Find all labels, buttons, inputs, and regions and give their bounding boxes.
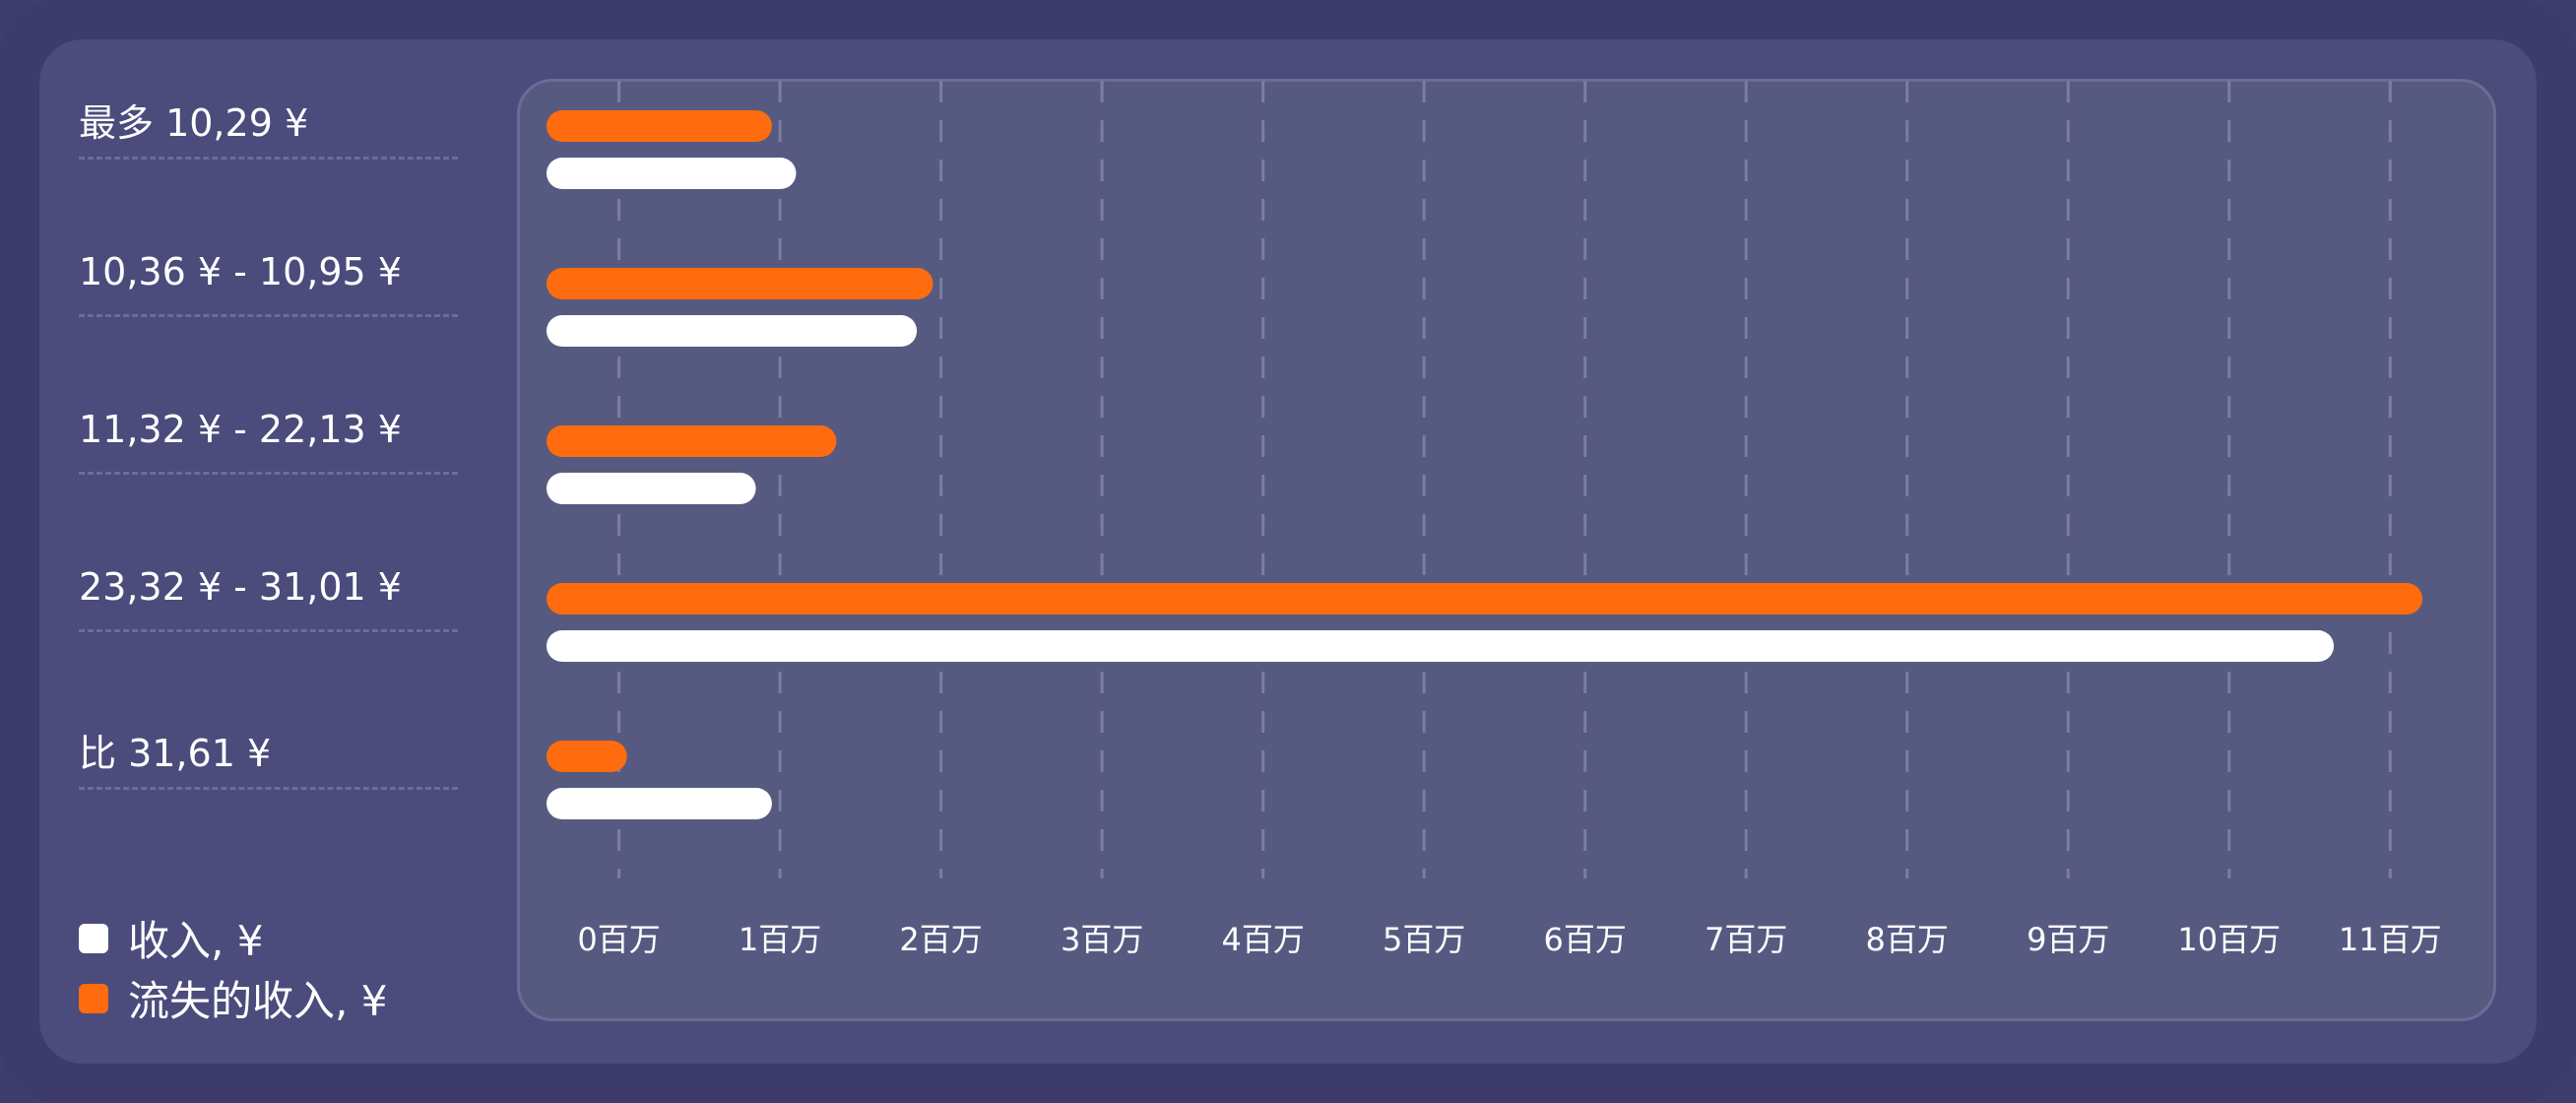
x-tick-label: 6百万 — [1544, 921, 1627, 958]
x-tick-label: 7百万 — [1705, 921, 1787, 958]
category-label: 11,32 ¥ - 22,13 ¥ — [79, 408, 402, 451]
bar-lost-revenue — [547, 268, 934, 299]
bar-lost-revenue — [547, 741, 627, 772]
x-tick-label: 4百万 — [1221, 921, 1304, 958]
bar-revenue — [547, 788, 772, 819]
x-tick-label: 5百万 — [1383, 921, 1465, 958]
x-tick-labels: 0百万 1百万 2百万 3百万 4百万 5百万 6百万 7百万 8百万 9百万 10百万 11百万 — [577, 921, 2441, 958]
bar-revenue — [547, 473, 756, 504]
x-tick-label: 9百万 — [2027, 921, 2109, 958]
bar-revenue — [547, 630, 2335, 662]
bar-lost-revenue — [547, 110, 772, 142]
grid-lines — [617, 81, 2392, 878]
plot-area — [517, 79, 2496, 1021]
category-label: 比 31,61 ¥ — [79, 732, 272, 775]
legend-item-lost-revenue: 流失的收入, ¥ — [79, 968, 387, 1028]
x-tick-label: 2百万 — [899, 921, 982, 958]
category-divider — [79, 787, 458, 790]
legend-item-revenue: 收入, ¥ — [79, 908, 263, 968]
category-divider — [79, 314, 458, 317]
x-tick-label: 8百万 — [1866, 921, 1949, 958]
bar-revenue — [547, 315, 918, 347]
legend-swatch-lost-revenue — [79, 983, 108, 1013]
category-divider — [79, 629, 458, 632]
bars — [547, 110, 2422, 819]
category-label: 最多 10,29 ¥ — [79, 101, 309, 145]
category-divider — [79, 472, 458, 475]
x-tick-label: 3百万 — [1061, 921, 1143, 958]
legend-label-revenue: 收入, ¥ — [128, 917, 264, 965]
x-tick-label: 10百万 — [2177, 921, 2281, 958]
x-tick-label: 11百万 — [2339, 921, 2442, 958]
legend-label-lost-revenue: 流失的收入, ¥ — [128, 977, 388, 1025]
category-label: 10,36 ¥ - 10,95 ¥ — [79, 250, 402, 293]
category-divider — [79, 157, 458, 160]
bar-lost-revenue — [547, 583, 2422, 615]
category-label: 23,32 ¥ - 31,01 ¥ — [79, 565, 402, 609]
bar-lost-revenue — [547, 425, 837, 457]
bar-revenue — [547, 158, 797, 189]
x-tick-label: 0百万 — [577, 921, 660, 958]
legend-swatch-revenue — [79, 923, 108, 953]
x-tick-label: 1百万 — [739, 921, 821, 958]
